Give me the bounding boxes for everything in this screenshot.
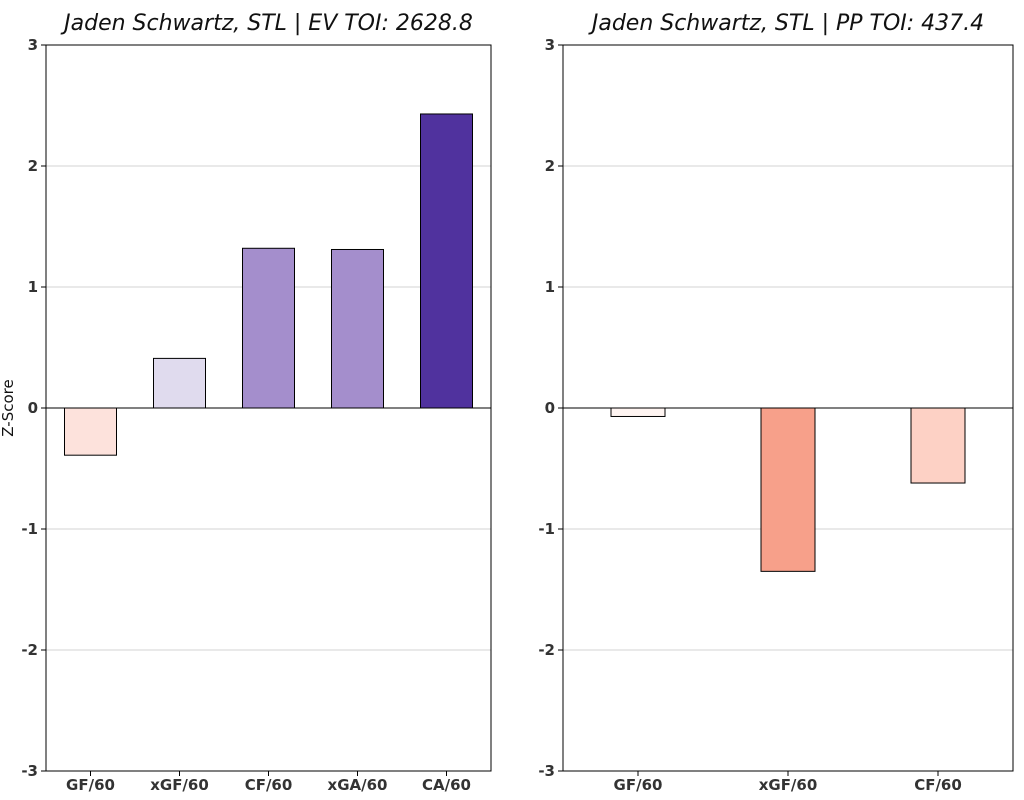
y-axis-label: Z-Score [0,379,17,436]
bar-cf-60 [910,407,966,484]
y-tick-label: 3 [545,36,555,54]
chart-title: Jaden Schwartz, STL | PP TOI: 437.4 [588,11,984,36]
x-tick-label: CA/60 [422,776,471,794]
x-tick-label: xGF/60 [759,776,818,794]
y-tick-label: 0 [545,399,555,417]
bar-ca-60 [420,113,473,409]
x-tick-label: CF/60 [245,776,293,794]
y-tick-label: -2 [21,641,38,659]
y-tick-label: 1 [545,278,555,296]
x-tick-label: xGF/60 [150,776,209,794]
x-tick-label: GF/60 [66,776,115,794]
bar-xga-60 [331,248,384,409]
y-tick-label: 1 [28,278,38,296]
y-tick-label: -3 [538,762,555,780]
y-tick-label: 2 [28,157,38,175]
bar-xgf-60 [760,407,816,572]
plot-frame [562,44,1014,772]
bar-gf-60 [64,407,117,456]
x-tick-label: CF/60 [914,776,962,794]
x-tick-label: GF/60 [614,776,663,794]
y-tick-label: -2 [538,641,555,659]
chart-title: Jaden Schwartz, STL | EV TOI: 2628.8 [60,11,473,36]
bar-gf-60 [610,407,666,417]
y-tick-label: 3 [28,36,38,54]
bar-xgf-60 [153,357,206,409]
y-tick-label: 0 [28,399,38,417]
x-tick-label: xGA/60 [328,776,388,794]
chart-panel-2: -3 -2 -1 0 1 2 3 GF/60 xGF/60 CF/60 Jaden Schwartz… [538,11,1014,794]
y-tick-label: -1 [21,520,38,538]
bar-cf-60 [242,247,295,409]
chart-panel-1: -3 -2 -1 0 1 2 3 GF/60 xGF/60 CF/60 xGA/60 CA/60 Jad… [0,11,492,794]
y-tick-label: -3 [21,762,38,780]
plot-frame [45,44,492,772]
y-tick-label: -1 [538,520,555,538]
y-tick-label: 2 [545,157,555,175]
